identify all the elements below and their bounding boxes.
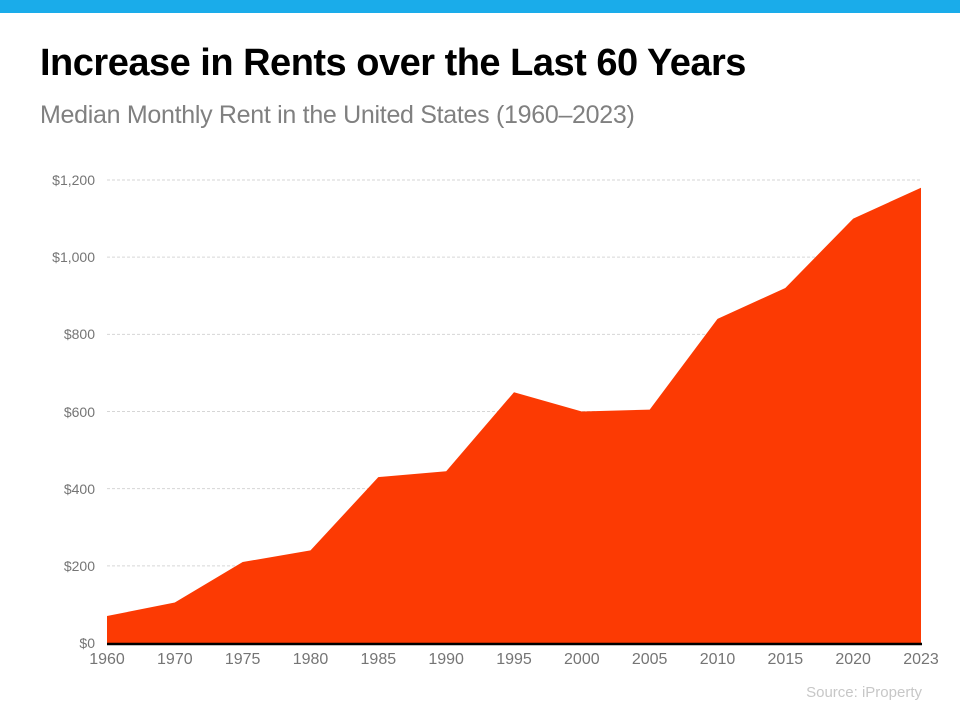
page-subtitle: Median Monthly Rent in the United States… <box>40 101 635 129</box>
x-axis-tick-label: 1990 <box>428 651 464 668</box>
y-axis-tick-label: $0 <box>79 635 95 651</box>
top-accent-bar <box>0 0 960 13</box>
y-axis-tick-label: $200 <box>63 557 95 574</box>
y-axis-tick-label: $600 <box>63 403 95 420</box>
y-axis-tick-label: $1,200 <box>52 172 95 188</box>
x-axis-tick-label: 2000 <box>564 651 600 668</box>
x-axis-tick-label: 1960 <box>89 651 125 668</box>
x-axis-tick-label: 1985 <box>360 651 397 668</box>
y-axis-tick-label: $400 <box>63 480 95 497</box>
x-axis-tick-label: 1980 <box>292 651 329 668</box>
source-attribution: Source: iProperty <box>806 684 922 701</box>
x-axis-tick-label: 1995 <box>496 651 532 668</box>
x-axis-tick-label: 2020 <box>835 651 871 668</box>
x-axis-tick-label: 2015 <box>767 651 804 668</box>
area-series-median-rent <box>107 187 921 643</box>
y-axis-tick-label: $1,000 <box>52 249 95 266</box>
page-title: Increase in Rents over the Last 60 Years <box>40 42 746 84</box>
x-axis-tick-label: 2005 <box>631 651 668 668</box>
x-axis-tick-label: 2010 <box>699 651 736 668</box>
y-axis-tick-label: $800 <box>63 326 95 343</box>
x-axis-tick-label: 1975 <box>224 651 261 668</box>
x-axis-tick-label: 2023 <box>903 651 939 668</box>
x-axis-tick-label: 1970 <box>157 651 193 668</box>
